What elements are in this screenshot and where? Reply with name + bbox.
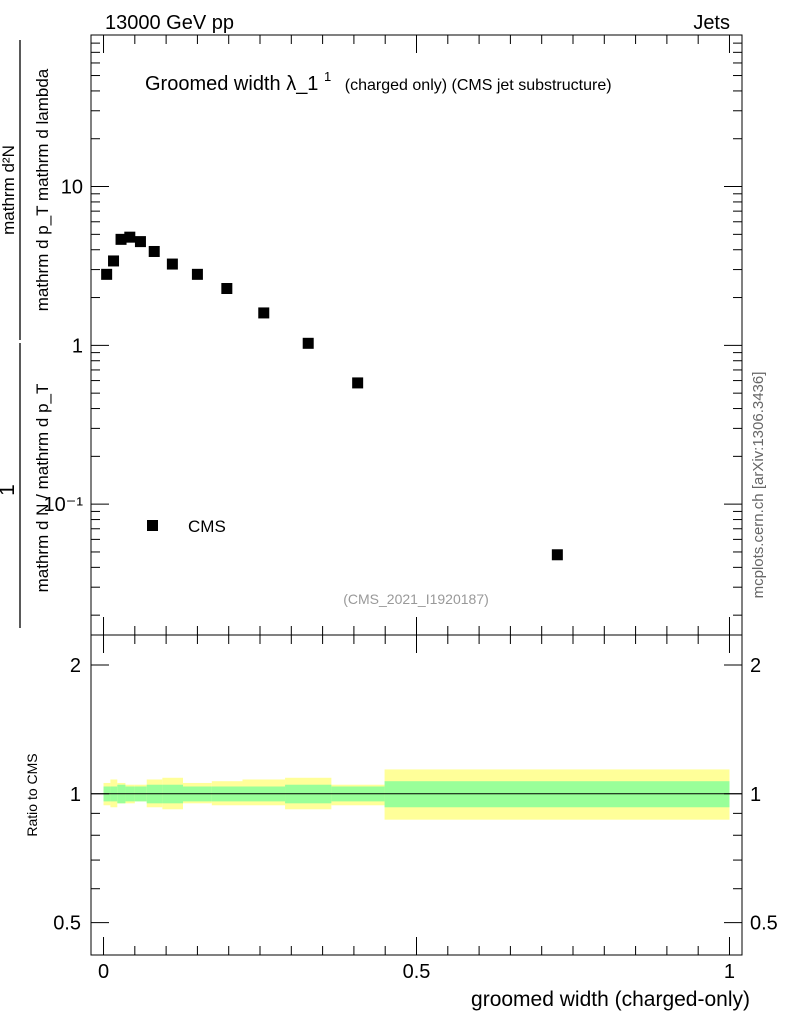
main-panel: 10⁻¹ 1 10 Groomed width λ_1 1 (charged onl…	[0, 34, 743, 636]
plot-title-superscript: 1	[324, 69, 331, 84]
x-tick-label: 0	[98, 961, 109, 983]
data-point	[302, 337, 314, 349]
data-point	[258, 307, 270, 319]
header-right-label: Jets	[693, 12, 730, 34]
data-point	[191, 268, 203, 280]
data-point	[352, 377, 364, 389]
main-y-tick-label: 1	[72, 335, 83, 357]
ratio-y-axis-label: Ratio to CMS	[24, 753, 40, 836]
ratio-y-tick-labels: 0.5 0.5 1 1 2 2	[53, 655, 778, 935]
data-point	[166, 258, 178, 270]
main-panel-ticks	[91, 34, 742, 635]
ratio-y-tick-label-right: 0.5	[750, 913, 778, 935]
x-axis-label: groomed width (charged-only)	[471, 988, 750, 1011]
ylabel-fraction-numerator: mathrm d²N	[0, 145, 18, 235]
ratio-x-tick-labels: 0 0.5 1	[98, 961, 735, 983]
header-left-label: 13000 GeV pp	[105, 12, 234, 34]
ratio-y-tick-label-left: 0.5	[53, 913, 81, 935]
main-y-tick-label: 10⁻¹	[44, 494, 84, 516]
main-y-axis-label: 1 mathrm d N / mathrm d p_T mathrm d²N m…	[0, 40, 52, 628]
side-source-label: mcplots.cern.ch [arXiv:1306.3436]	[750, 372, 767, 599]
ratio-panel: 0.5 0.51 12 2 0 0.5 1 Ratio to CMS groomed wi…	[24, 634, 778, 1011]
main-y-tick-label: 10	[61, 177, 83, 199]
data-point	[221, 283, 233, 295]
data-point	[101, 268, 113, 280]
legend-label: CMS	[188, 517, 226, 536]
ratio-y-tick-label-right: 2	[750, 655, 761, 677]
x-tick-label: 1	[724, 961, 735, 983]
ratio-y-tick-label-left: 2	[70, 655, 81, 677]
ylabel-fraction-denominator: mathrm d p_T mathrm d lambda	[33, 68, 52, 311]
x-tick-label: 0.5	[403, 961, 431, 983]
data-point	[134, 236, 146, 248]
ratio-y-tick-label-right: 1	[750, 784, 761, 806]
legend-marker	[147, 520, 158, 531]
main-y-tick-labels: 10⁻¹ 1 10	[44, 177, 84, 517]
ylabel-prefactor-numerator: 1	[0, 484, 19, 496]
data-point	[148, 245, 160, 257]
main-data-markers	[101, 231, 563, 561]
plot-title-suffix: (charged only) (CMS jet substructure)	[345, 77, 612, 94]
data-point	[115, 233, 127, 245]
main-panel-frame	[90, 34, 743, 636]
data-point	[108, 255, 120, 267]
plot-title: Groomed width λ_1 1 (charged only) (CMS …	[145, 64, 612, 95]
data-point	[124, 231, 136, 243]
analysis-watermark: (CMS_2021_I1920187)	[343, 591, 489, 607]
plot-title-main: Groomed width	[145, 73, 281, 95]
ratio-panel-ticks	[91, 635, 742, 955]
ylabel-prefactor-denominator: mathrm d N / mathrm d p_T	[33, 384, 52, 593]
ratio-y-tick-label-left: 1	[70, 784, 81, 806]
data-point	[551, 549, 563, 561]
plot-title-symbol: λ_1	[286, 73, 318, 95]
